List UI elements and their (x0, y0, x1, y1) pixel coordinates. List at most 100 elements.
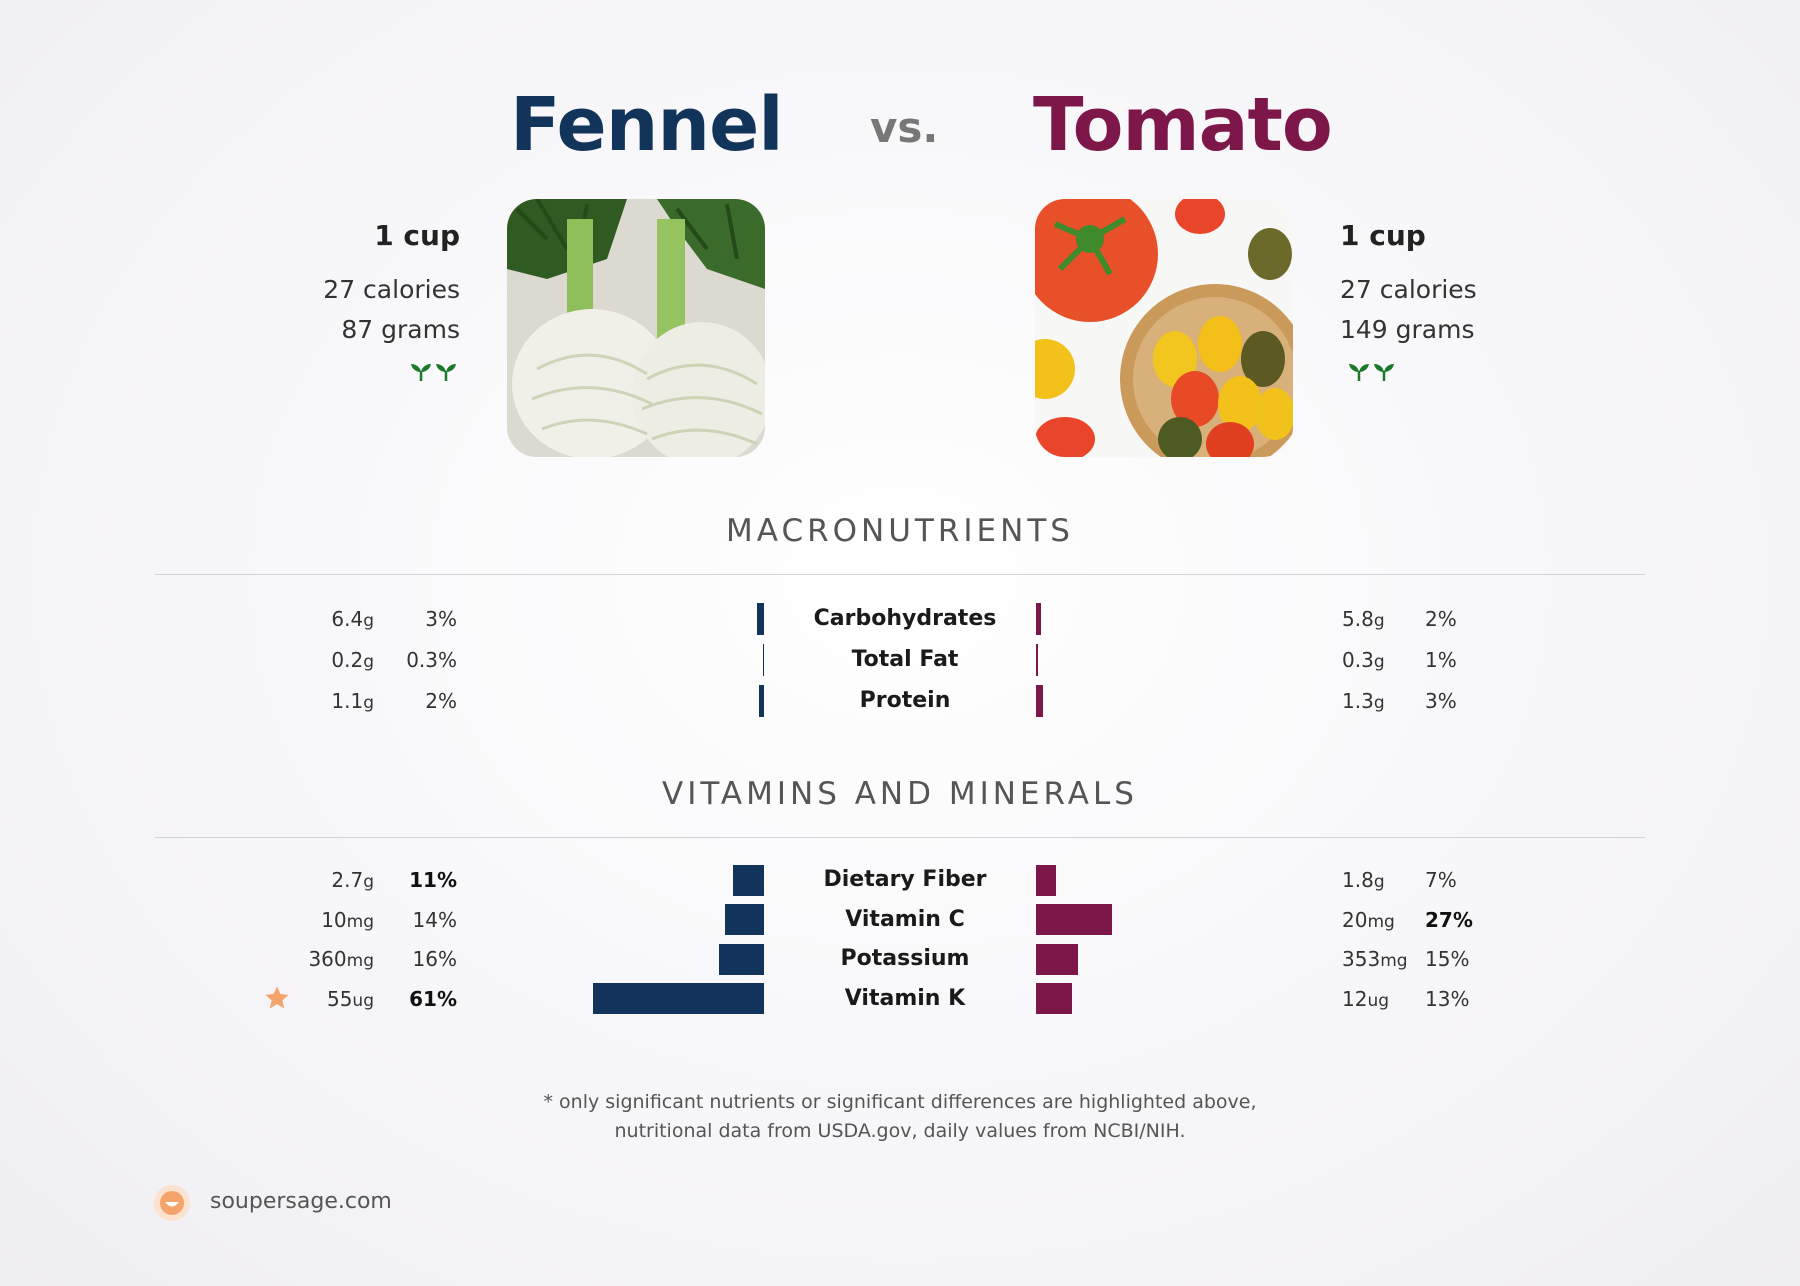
nutrient-row: 360mg 16% Potassium 353mg 15% (0, 942, 1800, 976)
right-amount-unit: g (1373, 652, 1385, 672)
sprout-icon (1349, 364, 1369, 381)
left-amount-unit: ug (352, 990, 374, 1011)
nutrient-label: Vitamin K (844, 985, 966, 1011)
nutrient-label: Total Fat (851, 647, 959, 672)
right-amount-unit: g (1373, 693, 1385, 713)
right-pct: 2% (1425, 607, 1457, 631)
left-grams: 87 grams (341, 315, 460, 344)
sprout-icon (436, 364, 456, 381)
left-bar (719, 943, 764, 975)
right-food-title: Tomato (1033, 82, 1333, 168)
left-amount-number: 360 (308, 947, 347, 971)
nutrient-row: 6.4g 3% Carbohydrates 5.8g 2% (0, 602, 1800, 636)
left-amount-unit: g (363, 872, 374, 892)
right-bar (1036, 983, 1073, 1014)
right-pct: 3% (1425, 689, 1457, 713)
left-amount-unit: mg (346, 951, 374, 971)
left-amount: 0.2g (331, 643, 374, 677)
brand-link[interactable]: soupersage.com (210, 1189, 392, 1214)
left-amount-unit: g (363, 693, 374, 713)
right-amount-number: 5.8 (1342, 607, 1374, 631)
vitamins-heading: VITAMINS AND MINERALS (662, 776, 1138, 812)
nutrient-row: 10mg 14% Vitamin C 20mg 27% (0, 903, 1800, 937)
right-amount: 5.8g (1342, 602, 1385, 636)
right-pct: 1% (1425, 648, 1457, 672)
footnote-line-2: nutritional data from USDA.gov, daily va… (614, 1120, 1186, 1142)
left-serving: 1 cup (374, 219, 460, 252)
nutrient-row: 2.7g 11% Dietary Fiber 1.8g 7% (0, 863, 1800, 897)
right-pct: 7% (1425, 868, 1457, 892)
right-amount-unit: g (1373, 872, 1385, 892)
left-pct: 0.3% (406, 648, 457, 672)
fennel-photo (507, 199, 765, 457)
left-pct: 2% (425, 689, 457, 713)
right-pct: 27% (1425, 907, 1473, 932)
right-amount-number: 353 (1342, 947, 1381, 971)
right-bar (1036, 603, 1041, 635)
right-amount: 353mg (1342, 942, 1408, 976)
left-amount-number: 55 (326, 986, 353, 1011)
footnote-line-1: * only significant nutrients or signific… (543, 1091, 1257, 1113)
left-pct: 61% (409, 986, 457, 1011)
right-serving: 1 cup (1340, 219, 1426, 252)
left-amount-number: 2.7 (331, 868, 364, 892)
left-amount: 6.4g (331, 602, 374, 636)
right-bar (1036, 644, 1039, 676)
right-pct: 15% (1425, 947, 1470, 971)
right-amount-unit: ug (1367, 990, 1390, 1011)
right-amount: 1.8g (1342, 863, 1385, 897)
left-pct: 11% (409, 868, 457, 892)
macronutrients-heading: MACRONUTRIENTS (726, 513, 1074, 549)
right-amount-number: 20 (1342, 907, 1368, 932)
right-amount: 12ug (1342, 982, 1389, 1016)
left-calories: 27 calories (323, 275, 460, 304)
left-amount-number: 6.4 (331, 607, 364, 631)
macro-divider (155, 574, 1645, 575)
right-amount-number: 0.3 (1342, 648, 1374, 672)
sprout-icon (1374, 364, 1394, 381)
left-amount-unit: g (363, 611, 374, 631)
right-bar (1036, 685, 1043, 717)
left-pct: 3% (425, 607, 457, 631)
nutrient-row: 55ug 61% Vitamin K 12ug 13% (0, 982, 1800, 1016)
right-amount-number: 1.8 (1342, 868, 1374, 892)
right-grams: 149 grams (1340, 315, 1475, 344)
right-calories: 27 calories (1340, 275, 1477, 304)
left-pct: 14% (412, 907, 457, 932)
nutrient-label: Potassium (840, 946, 970, 971)
nutrient-label: Carbohydrates (813, 606, 997, 631)
soupersage-logo-icon (154, 1185, 190, 1221)
left-amount-number: 0.2 (331, 648, 364, 672)
left-bar (593, 983, 764, 1014)
right-amount-number: 1.3 (1342, 689, 1374, 713)
left-bar (759, 685, 764, 717)
left-amount: 10mg (321, 903, 374, 937)
left-bar (733, 864, 764, 896)
left-amount-number: 1.1 (331, 689, 364, 713)
vs-label: vs. (870, 103, 939, 152)
right-amount-unit: g (1373, 611, 1385, 631)
nutrient-label: Protein (859, 688, 951, 713)
left-bar (762, 644, 764, 676)
left-amount: 2.7g (331, 863, 374, 897)
tomato-photo (1035, 199, 1293, 457)
left-bar (724, 904, 764, 935)
right-pct: 13% (1425, 986, 1470, 1011)
right-bar (1036, 904, 1112, 935)
nutrient-label: Vitamin C (845, 906, 965, 932)
right-bar (1036, 864, 1056, 896)
left-amount-number: 10 (321, 907, 347, 932)
vitamins-divider (155, 837, 1645, 838)
left-food-title: Fennel (510, 82, 784, 168)
right-amount: 0.3g (1342, 643, 1385, 677)
sprout-icon (411, 364, 431, 381)
nutrient-row: 1.1g 2% Protein 1.3g 3% (0, 684, 1800, 718)
right-amount-unit: mg (1367, 911, 1395, 932)
left-amount-unit: mg (346, 911, 374, 932)
left-amount: 55ug (327, 982, 374, 1016)
right-amount-number: 12 (1342, 986, 1368, 1011)
left-amount: 1.1g (331, 684, 374, 718)
star-icon (265, 985, 289, 1008)
left-amount: 360mg (308, 942, 374, 976)
right-amount: 20mg (1342, 903, 1395, 937)
